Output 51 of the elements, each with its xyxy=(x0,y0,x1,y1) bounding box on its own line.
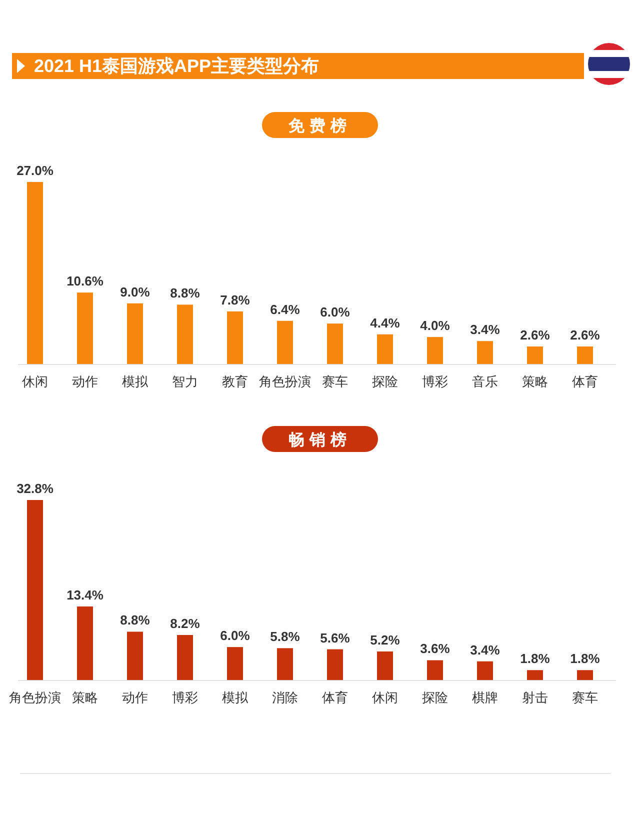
value-label: 3.4% xyxy=(470,322,500,338)
value-label: 8.8% xyxy=(120,612,150,628)
value-label: 5.2% xyxy=(370,632,400,648)
value-label: 6.0% xyxy=(220,628,250,644)
category-label: 体育 xyxy=(572,374,598,389)
category-label: 角色扮演 xyxy=(259,374,311,389)
panel-title: 畅销榜 xyxy=(288,432,352,449)
category-label: 休闲 xyxy=(22,374,48,389)
category-label: 智力 xyxy=(172,374,198,389)
category-label: 体育 xyxy=(322,690,348,705)
value-label: 10.6% xyxy=(66,274,104,289)
category-label: 棋牌 xyxy=(472,690,498,705)
value-label: 3.4% xyxy=(470,642,500,658)
category-label: 动作 xyxy=(122,690,148,705)
value-label: 6.4% xyxy=(270,302,300,317)
value-label: 3.6% xyxy=(420,641,450,656)
category-label: 探险 xyxy=(372,374,398,389)
value-label: 4.4% xyxy=(370,315,400,330)
category-label: 射击 xyxy=(522,690,548,705)
category-label: 博彩 xyxy=(422,374,448,389)
value-label: 6.0% xyxy=(320,304,350,320)
category-label: 模拟 xyxy=(122,374,148,389)
category-label: 角色扮演 xyxy=(9,690,61,705)
title: 2021 H1泰国游戏APP主要类型分布 xyxy=(34,56,320,76)
category-label: 模拟 xyxy=(222,690,248,705)
value-label: 9.0% xyxy=(120,284,150,300)
category-label: 音乐 xyxy=(472,374,498,389)
category-label: 休闲 xyxy=(372,690,398,705)
category-label: 策略 xyxy=(72,690,98,705)
category-label: 教育 xyxy=(222,374,248,389)
value-label: 1.8% xyxy=(570,651,600,666)
value-label: 8.8% xyxy=(170,286,200,301)
category-label: 博彩 xyxy=(172,690,198,705)
value-label: 5.6% xyxy=(320,630,350,646)
category-label: 消除 xyxy=(272,690,298,705)
panel-title: 免费榜 xyxy=(288,118,352,135)
value-label: 27.0% xyxy=(16,163,54,178)
value-label: 2.6% xyxy=(520,327,550,342)
category-label: 动作 xyxy=(72,374,98,389)
value-label: 7.8% xyxy=(220,292,250,308)
category-label: 策略 xyxy=(522,374,548,389)
value-label: 5.8% xyxy=(270,629,300,644)
category-label: 赛车 xyxy=(322,374,348,389)
value-label: 13.4% xyxy=(66,587,104,602)
value-label: 32.8% xyxy=(16,481,54,496)
category-label: 探险 xyxy=(422,690,448,705)
value-label: 1.8% xyxy=(520,651,550,666)
value-label: 2.6% xyxy=(570,327,600,342)
category-label: 赛车 xyxy=(572,690,598,705)
value-label: 4.0% xyxy=(420,318,450,334)
value-label: 8.2% xyxy=(170,616,200,631)
